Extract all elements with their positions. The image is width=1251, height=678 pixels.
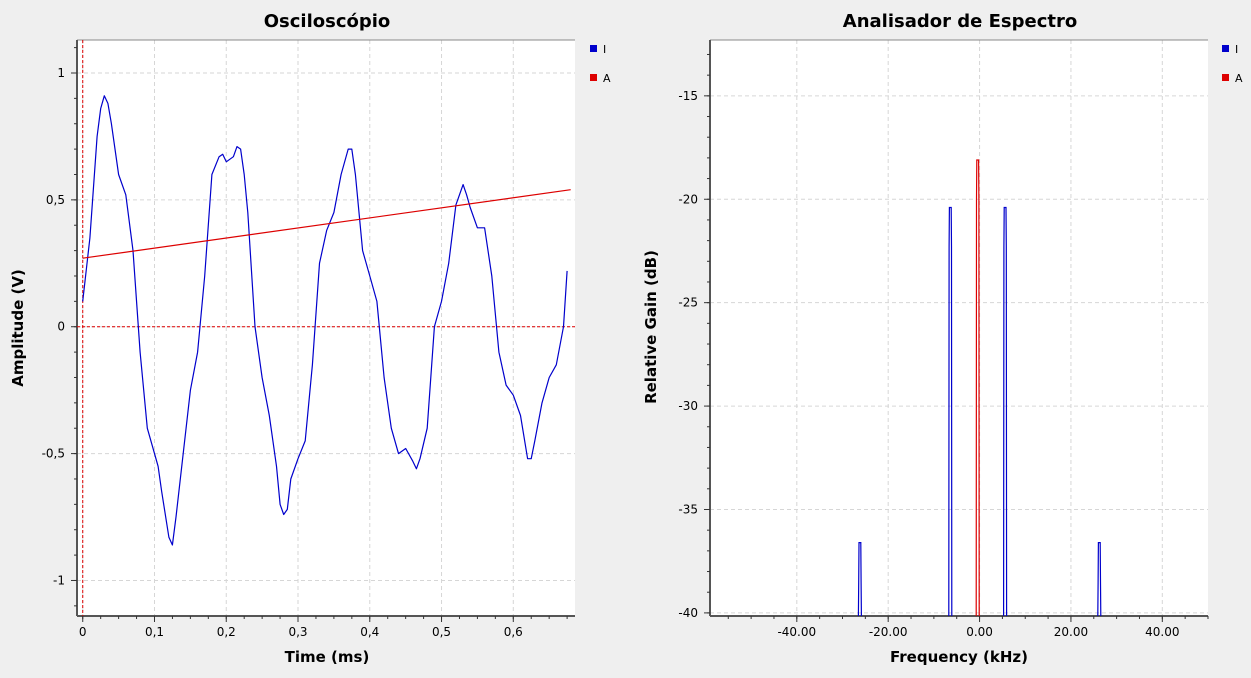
spectral-peak-I [948, 206, 953, 617]
x-tick-label: 40.00 [1145, 625, 1179, 639]
legend-swatch-A [1222, 74, 1229, 81]
spectrum-legend: I A [1222, 43, 1243, 85]
spectral-peak-A [975, 159, 980, 617]
legend-swatch-I [590, 45, 597, 52]
y-tick-label: 0,5 [46, 193, 65, 207]
x-tick-label: 20.00 [1054, 625, 1088, 639]
legend-label-A: A [1235, 72, 1243, 85]
oscilloscope-xlabel: Time (ms) [285, 648, 370, 666]
y-tick-label: -35 [678, 502, 698, 516]
legend-label-I: I [1235, 43, 1238, 56]
y-tick-label: 1 [57, 66, 65, 80]
y-tick-label: -15 [678, 89, 698, 103]
oscilloscope-panel: Osciloscópio Time (ms) Amplitude (V) -1 -… [0, 0, 625, 678]
y-tick-label: 0 [57, 320, 65, 334]
spectrum-panel: Analisador de Espectro Frequency (kHz) R… [625, 0, 1251, 678]
spectral-peak-I [1003, 206, 1008, 617]
oscilloscope-ylabel: Amplitude (V) [9, 269, 27, 387]
x-tick-label: 0,5 [432, 625, 451, 639]
y-tick-label: -0,5 [42, 447, 65, 461]
x-tick-label: 0,4 [360, 625, 379, 639]
oscilloscope-title: Osciloscópio [264, 11, 391, 32]
spectral-peak-I [857, 542, 862, 617]
oscilloscope-chart: Osciloscópio Time (ms) Amplitude (V) -1 -… [9, 11, 611, 666]
series-line-I [82, 95, 568, 546]
y-tick-label: -30 [678, 399, 698, 413]
spectrum-xlabel: Frequency (kHz) [890, 648, 1028, 666]
x-tick-label: 0.00 [966, 625, 993, 639]
x-tick-label: 0,2 [217, 625, 236, 639]
x-tick-label: 0,3 [288, 625, 307, 639]
x-tick-label: -40.00 [777, 625, 816, 639]
spectral-peak-I [1097, 542, 1102, 617]
x-tick-label: -20.00 [869, 625, 908, 639]
spectrum-ylabel: Relative Gain (dB) [642, 250, 660, 404]
legend-swatch-A [590, 74, 597, 81]
y-tick-label: -1 [53, 573, 65, 587]
y-tick-label: -25 [678, 296, 698, 310]
y-tick-label: -20 [678, 192, 698, 206]
series-line-A [82, 189, 571, 259]
oscilloscope-legend: I A [590, 43, 611, 85]
legend-swatch-I [1222, 45, 1229, 52]
spectrum-title: Analisador de Espectro [843, 11, 1077, 32]
x-tick-label: 0,1 [145, 625, 164, 639]
legend-label-I: I [603, 43, 606, 56]
x-tick-label: 0,6 [504, 625, 523, 639]
x-tick-label: 0 [79, 625, 87, 639]
spectrum-chart: Analisador de Espectro Frequency (kHz) R… [642, 11, 1243, 666]
plot-area [77, 40, 575, 616]
y-tick-label: -40 [678, 606, 698, 620]
plot-area [710, 40, 1208, 616]
legend-label-A: A [603, 72, 611, 85]
